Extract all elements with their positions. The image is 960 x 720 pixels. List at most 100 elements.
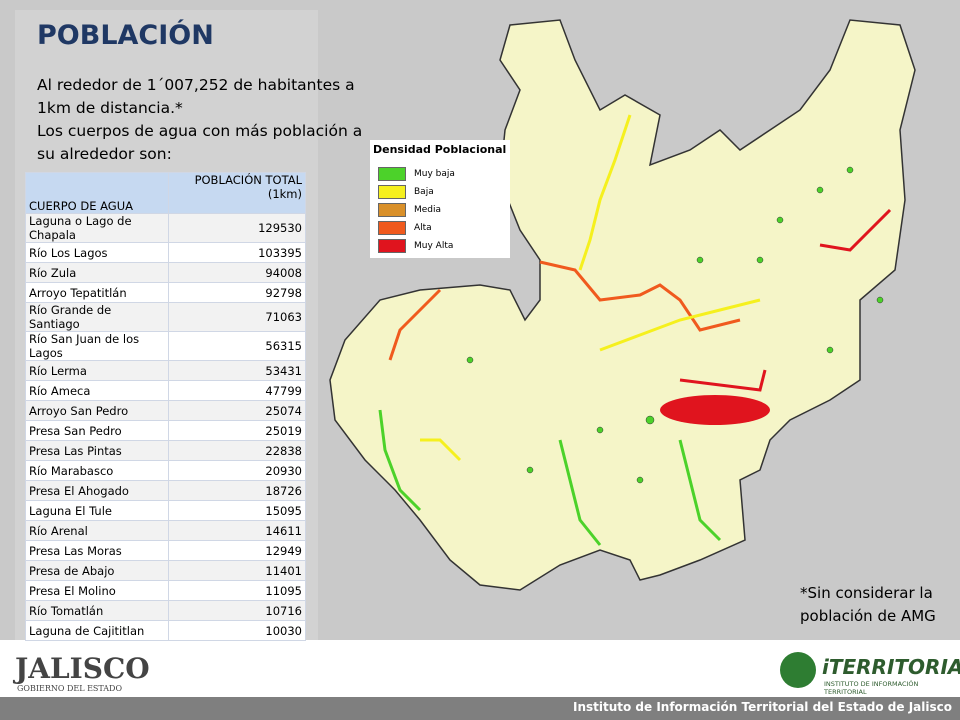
table-row: Río Marabasco 20930 [25, 460, 307, 481]
table-row: Río Arenal 14611 [25, 520, 307, 541]
value-cell: 10716 [167, 600, 307, 621]
value-cell: 22838 [167, 440, 307, 461]
footer-text: Instituto de Información Territorial del… [572, 700, 952, 714]
name-cell: Río Tomatlán [25, 600, 169, 621]
table-row: Presa El Ahogado 18726 [25, 480, 307, 501]
legend-swatch [378, 203, 406, 217]
table-row: Río San Juan de los Lagos 56315 [25, 331, 307, 361]
name-cell: Laguna El Tule [25, 500, 169, 521]
legend-label: Media [414, 205, 442, 215]
name-cell: Presa El Molino [25, 580, 169, 601]
value-cell: 92798 [167, 282, 307, 303]
legend-swatch [378, 239, 406, 253]
table-row: Laguna de Cajititlan 10030 [25, 620, 307, 641]
header-cell: POBLACIÓN TOTAL (1km) [167, 172, 307, 214]
table-row: Presa de Abajo 11401 [25, 560, 307, 581]
footnote: *Sin considerar la población de AMG [800, 584, 936, 625]
intro-line: Al rededor de 1´007,252 de habitantes a … [37, 76, 355, 117]
legend-label: Muy Alta [414, 241, 454, 251]
table-row: Río Lerma 53431 [25, 360, 307, 381]
name-cell: Río Arenal [25, 520, 169, 541]
value-cell: 11401 [167, 560, 307, 581]
name-cell: Arroyo Tepatitlán [25, 282, 169, 303]
value-cell: 10030 [167, 620, 307, 641]
legend-swatch [378, 221, 406, 235]
value-cell: 25074 [167, 400, 307, 421]
name-cell: Laguna de Cajititlan [25, 620, 169, 641]
name-cell: Río Grande de Santiago [25, 302, 169, 332]
legend-label: Muy baja [414, 169, 455, 179]
value-cell: 56315 [167, 331, 307, 361]
header-cell: CUERPO DE AGUA [25, 172, 169, 214]
value-cell: 129530 [167, 213, 307, 243]
legend-item: Muy Alta [378, 237, 455, 255]
legend-box [370, 140, 510, 258]
table-row: Laguna El Tule 15095 [25, 500, 307, 521]
water-bodies [466, 166, 884, 484]
name-cell: Presa El Ahogado [25, 480, 169, 501]
value-cell: 53431 [167, 360, 307, 381]
table-row: Presa El Molino 11095 [25, 580, 307, 601]
rivers [378, 114, 892, 546]
table-row: Presa Las Moras 12949 [25, 540, 307, 561]
name-cell: Presa Las Pintas [25, 440, 169, 461]
logo-icon [780, 652, 816, 688]
table-row: Laguna o Lago de Chapala 129530 [25, 213, 307, 243]
name-cell: Río Ameca [25, 380, 169, 401]
name-cell: Río Lerma [25, 360, 169, 381]
table: CUERPO DE AGUA POBLACIÓN TOTAL (1km) Lag… [25, 172, 307, 641]
name-cell: Río Marabasco [25, 460, 169, 481]
legend: Muy baja Baja Media Alta Muy Alta [378, 165, 455, 255]
table-row: Río Tomatlán 10716 [25, 600, 307, 621]
value-cell: 15095 [167, 500, 307, 521]
value-cell: 25019 [167, 420, 307, 441]
value-cell: 18726 [167, 480, 307, 501]
name-cell: Presa San Pedro [25, 420, 169, 441]
table-row: Río Ameca 47799 [25, 380, 307, 401]
value-cell: 94008 [167, 262, 307, 283]
name-cell: Arroyo San Pedro [25, 400, 169, 421]
name-cell: Presa Las Moras [25, 540, 169, 561]
table-row: Arroyo Tepatitlán 92798 [25, 282, 307, 303]
map [329, 19, 916, 591]
name-cell: Río Zula [25, 262, 169, 283]
logo-right-sub: INSTITUTO DE INFORMACIÓN TERRITORIAL [824, 680, 919, 696]
value-cell: 71063 [167, 302, 307, 332]
intro: Al rededor de 1´007,252 de habitantes a … [37, 74, 372, 166]
name-cell: Laguna o Lago de Chapala [25, 213, 169, 243]
intro-line: Los cuerpos de agua con más población a … [37, 122, 363, 163]
title: POBLACIÓN [37, 20, 214, 51]
legend-title: Densidad Poblacional [373, 143, 507, 156]
value-cell: 103395 [167, 242, 307, 263]
legend-item: Alta [378, 219, 455, 237]
logo-right: iTERRITORIAL [822, 655, 960, 679]
legend-swatch [378, 185, 406, 199]
table-row: Arroyo San Pedro 25074 [25, 400, 307, 421]
logo-left: JALISCO [15, 652, 150, 685]
value-cell: 20930 [167, 460, 307, 481]
logo-left-sub: GOBIERNO DEL ESTADO [17, 684, 123, 693]
state-shape [329, 19, 916, 591]
table-row: Río Zula 94008 [25, 262, 307, 283]
footer-bar [0, 697, 960, 720]
legend-label: Alta [414, 223, 432, 233]
legend-item: Media [378, 201, 455, 219]
value-cell: 12949 [167, 540, 307, 561]
lake-chapala [660, 395, 770, 425]
table-row: Presa San Pedro 25019 [25, 420, 307, 441]
table-row: Presa Las Pintas 22838 [25, 440, 307, 461]
table-header: CUERPO DE AGUA POBLACIÓN TOTAL (1km) [25, 172, 307, 214]
value-cell: 47799 [167, 380, 307, 401]
legend-label: Baja [414, 187, 434, 197]
legend-item: Muy baja [378, 165, 455, 183]
legend-item: Baja [378, 183, 455, 201]
table-row: Río Grande de Santiago 71063 [25, 302, 307, 332]
name-cell: Río San Juan de los Lagos [25, 331, 169, 361]
legend-swatch [378, 167, 406, 181]
table-row: Río Los Lagos 103395 [25, 242, 307, 263]
name-cell: Presa de Abajo [25, 560, 169, 581]
value-cell: 14611 [167, 520, 307, 541]
name-cell: Río Los Lagos [25, 242, 169, 263]
value-cell: 11095 [167, 580, 307, 601]
